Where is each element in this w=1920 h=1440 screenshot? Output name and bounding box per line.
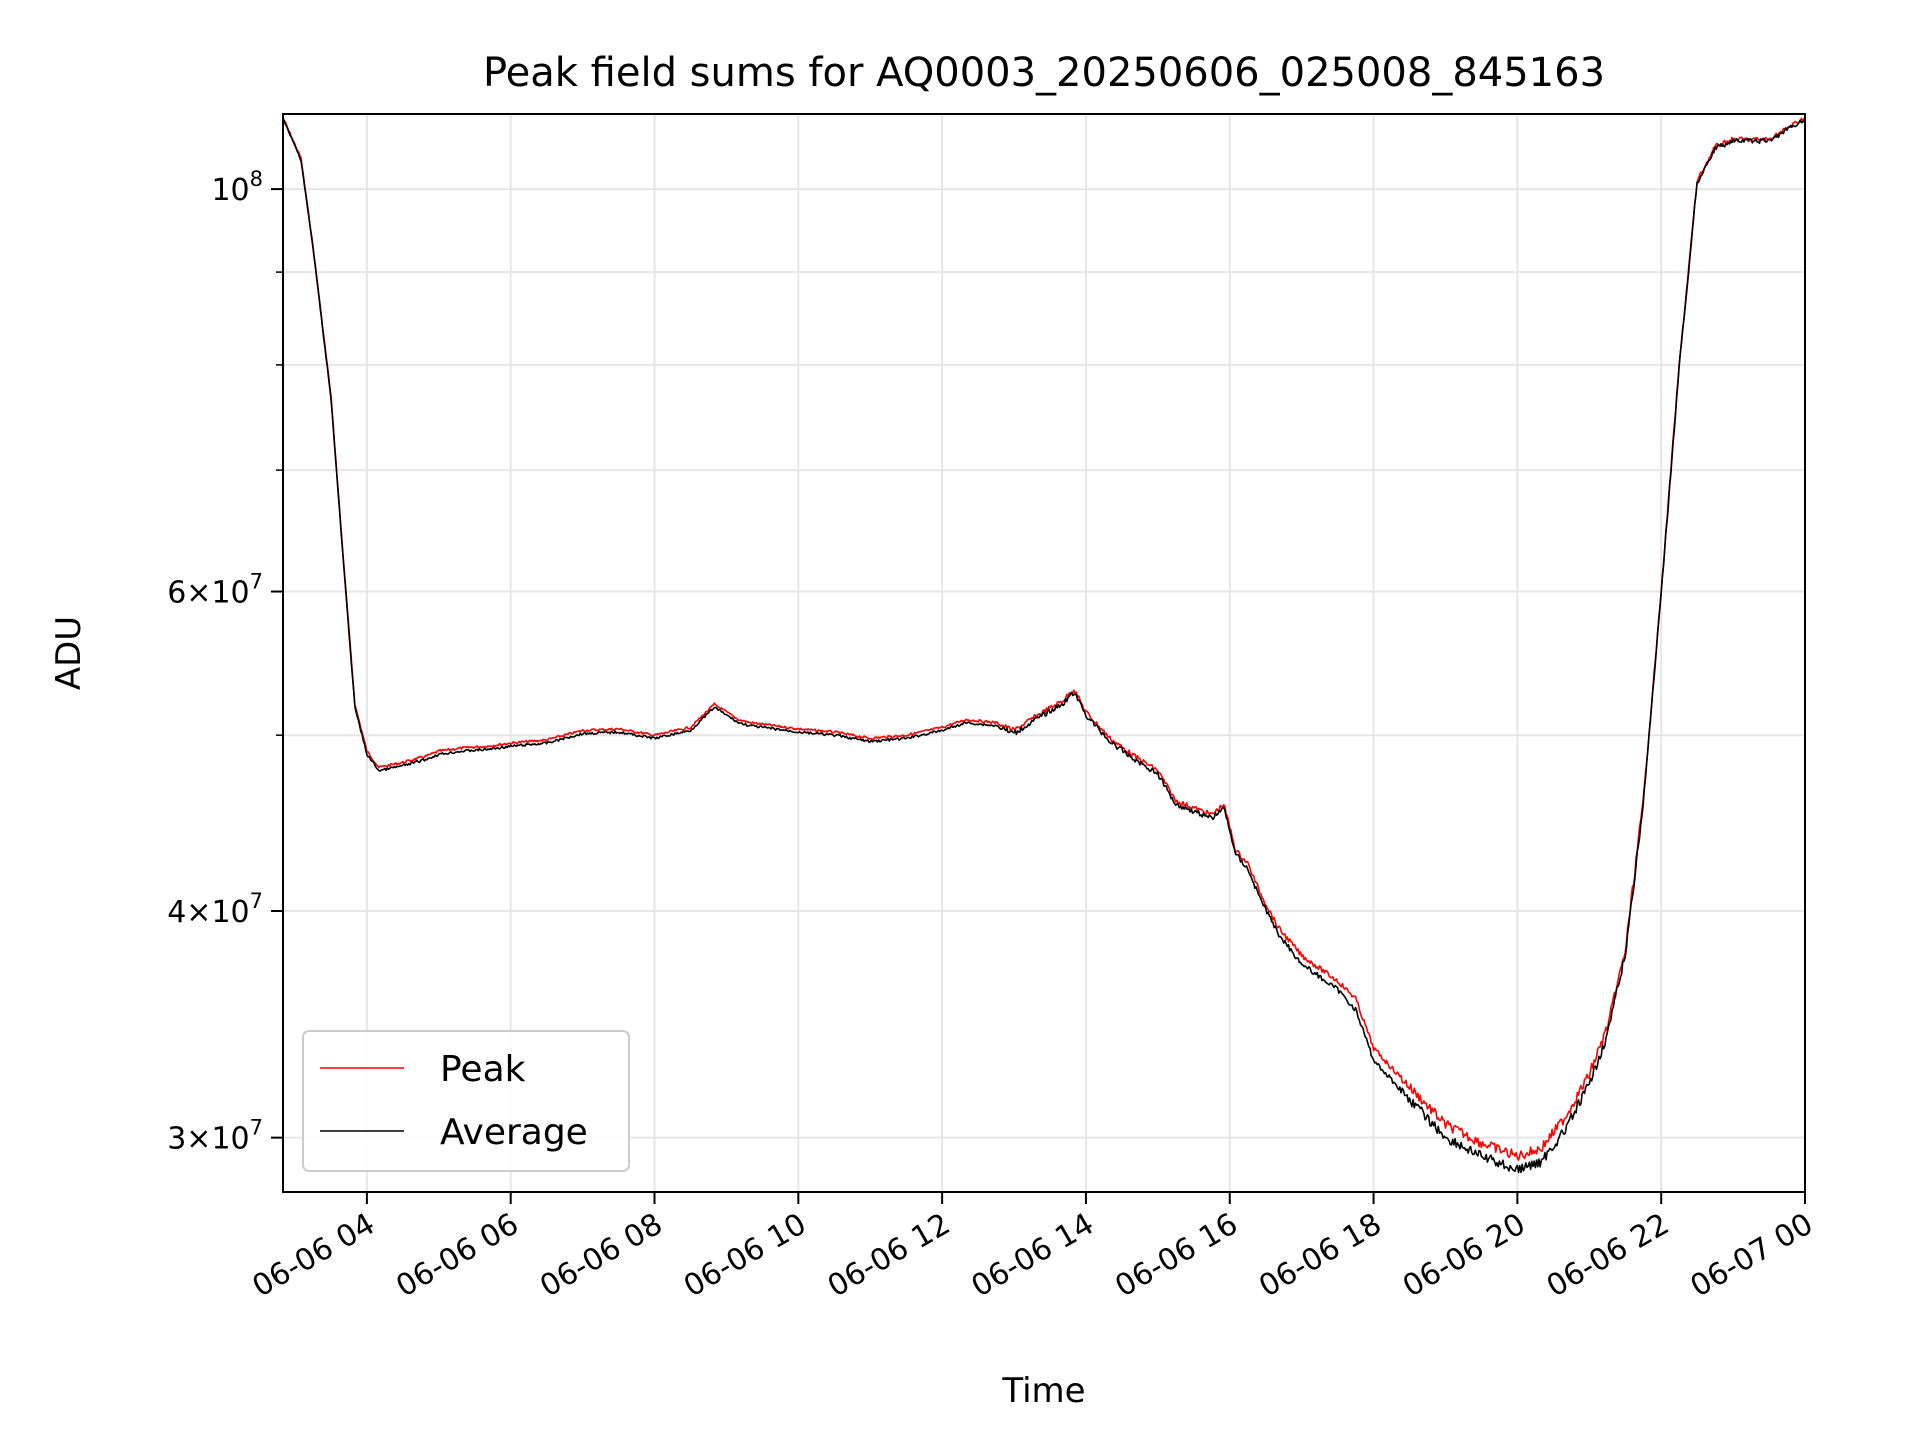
legend-label-average: Average xyxy=(440,1112,588,1153)
series-line-peak xyxy=(282,117,1806,1161)
y-tick-label: 3×107 xyxy=(167,1116,263,1157)
chart-title: Peak field sums for AQ0003_20250606_0250… xyxy=(483,50,1605,96)
legend-box xyxy=(302,1030,630,1172)
plot-frame xyxy=(282,113,1806,1193)
series-layer xyxy=(282,117,1806,1174)
y-tick-label: 6×107 xyxy=(167,570,263,611)
y-tick-label: 4×107 xyxy=(167,889,263,930)
series-line-average xyxy=(282,118,1806,1174)
y-axis-title: ADU xyxy=(49,616,89,690)
legend-label-peak: Peak xyxy=(440,1049,526,1090)
legend: Peak Average xyxy=(302,1030,630,1172)
x-axis-title: Time xyxy=(1001,1371,1085,1411)
